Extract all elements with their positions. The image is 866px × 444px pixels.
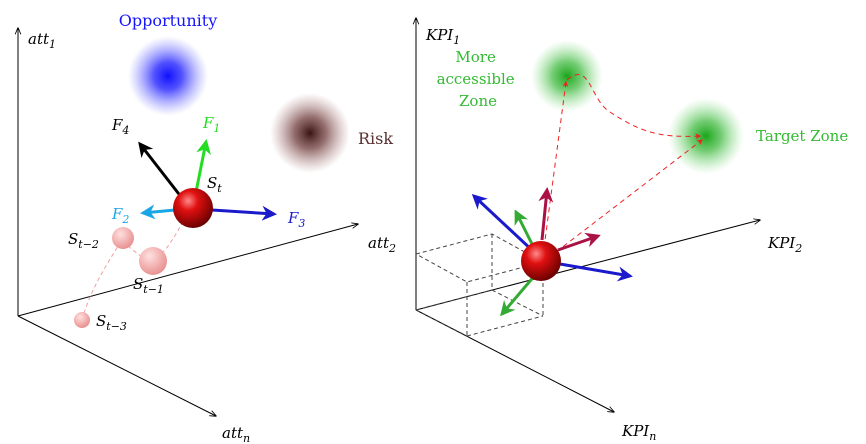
history-label-t-1: St−1	[133, 275, 164, 296]
force-arrow-f4	[138, 141, 184, 199]
right-arrow-maroon-right	[557, 232, 601, 252]
target-zone-label: Target Zone	[756, 127, 848, 145]
left-axis-z-label: attn	[222, 424, 250, 444]
state-sphere	[173, 188, 213, 228]
right-axis-x	[415, 220, 760, 311]
left-axis-y-label: att1	[28, 30, 56, 51]
projection-box	[415, 233, 545, 337]
left-panel: att1 att2 attn Opportunity Risk St−2 St−…	[18, 11, 396, 444]
right-arrow-blue-right	[559, 262, 633, 282]
opportunity-cloud	[128, 36, 208, 116]
right-arrow-maroon-up	[538, 187, 554, 241]
right-axis-y-label: KPI1	[425, 26, 460, 47]
right-axis-z	[415, 309, 614, 412]
right-axis-z-label: KPIn	[621, 422, 656, 443]
left-axis-x	[17, 224, 358, 317]
target-zone-cloud	[668, 98, 744, 174]
risk-cloud	[270, 93, 350, 173]
left-axes	[18, 28, 358, 416]
history-sphere-t-3	[74, 312, 90, 328]
accessible-zone-cloud	[531, 40, 603, 112]
path-to-target	[555, 139, 703, 253]
right-arrow-blue-up	[471, 193, 536, 254]
force-label-f2: F2	[111, 205, 129, 226]
right-panel: KPI1 KPI2 KPIn More accessible Zone Targ…	[416, 18, 848, 443]
left-axis-z	[17, 315, 216, 416]
right-arrow-green-down	[500, 273, 538, 317]
force-label-f3: F3	[287, 209, 305, 230]
opportunity-label: Opportunity	[119, 11, 218, 30]
force-label-f4: F4	[111, 116, 129, 137]
accessible-zone-label: More accessible Zone	[437, 48, 520, 110]
right-axis-x-label: KPI2	[767, 234, 802, 255]
force-arrow-f2	[140, 204, 176, 220]
path-accessible-to-target	[566, 74, 702, 140]
left-axis-x-label: att2	[368, 234, 396, 255]
history-sphere-t-2	[112, 227, 134, 249]
force-label-f1: F1	[202, 114, 220, 135]
history-trail	[81, 209, 191, 321]
right-arrow-green-up	[514, 209, 534, 245]
force-arrow-f3	[211, 205, 277, 221]
force-arrow-f1	[194, 139, 212, 193]
state-label: St	[207, 174, 222, 195]
history-sphere-t-1	[139, 247, 167, 275]
path-to-accessible	[543, 80, 569, 249]
history-label-t-3: St−3	[96, 312, 127, 333]
risk-label: Risk	[358, 129, 393, 148]
right-state-sphere	[521, 241, 561, 281]
history-label-t-2: St−2	[68, 230, 99, 251]
